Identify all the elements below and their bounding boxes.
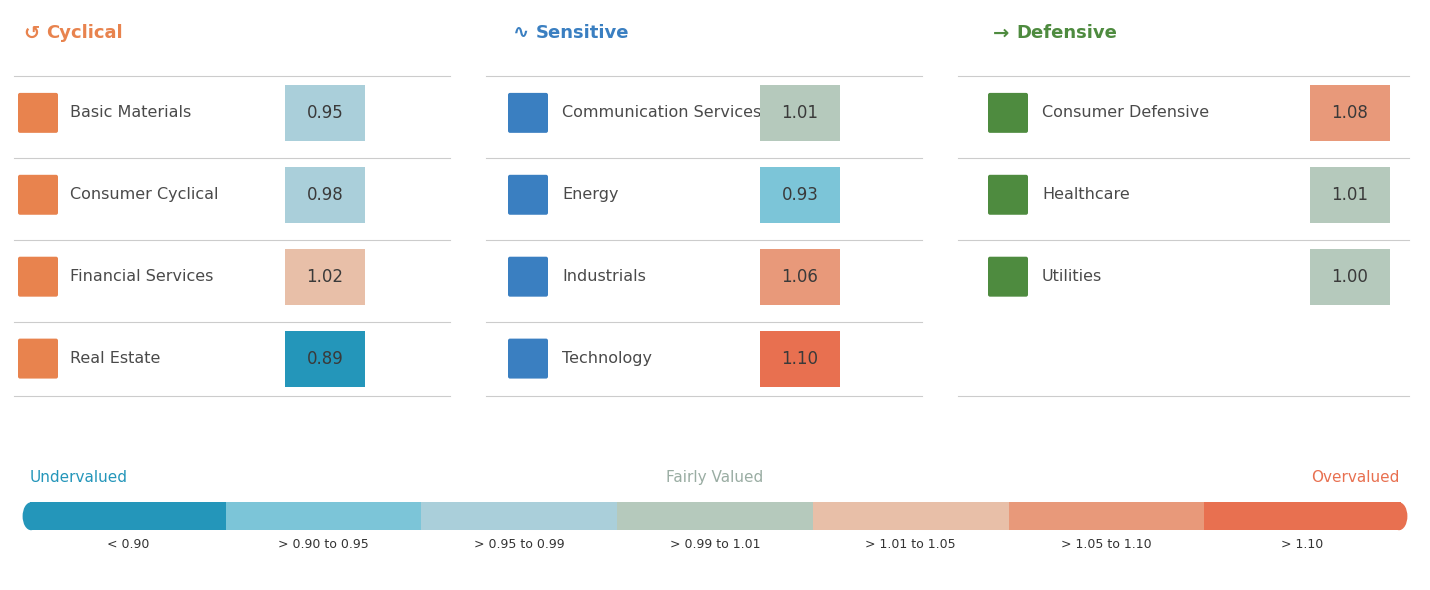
- Text: > 1.01 to 1.05: > 1.01 to 1.05: [865, 538, 957, 551]
- FancyBboxPatch shape: [988, 175, 1028, 215]
- Bar: [812, 502, 1010, 530]
- Text: Technology: Technology: [562, 351, 652, 366]
- Text: 0.89: 0.89: [306, 350, 343, 368]
- FancyBboxPatch shape: [508, 93, 548, 133]
- Bar: [422, 502, 618, 530]
- Text: Consumer Defensive: Consumer Defensive: [1042, 106, 1210, 120]
- Text: < 0.90: < 0.90: [107, 538, 149, 551]
- Text: Cyclical: Cyclical: [46, 24, 123, 42]
- Bar: [759, 167, 839, 223]
- Text: Financial Services: Financial Services: [70, 269, 213, 284]
- FancyBboxPatch shape: [988, 93, 1028, 133]
- Text: →: →: [992, 24, 1010, 42]
- FancyBboxPatch shape: [988, 257, 1028, 297]
- Text: Defensive: Defensive: [1015, 24, 1117, 42]
- Text: Utilities: Utilities: [1042, 269, 1103, 284]
- Text: Energy: Energy: [562, 187, 619, 202]
- FancyBboxPatch shape: [508, 175, 548, 215]
- Bar: [1310, 167, 1390, 223]
- Bar: [759, 249, 839, 304]
- Text: Basic Materials: Basic Materials: [70, 106, 192, 120]
- FancyBboxPatch shape: [19, 175, 59, 215]
- Bar: [1008, 502, 1205, 530]
- Bar: [226, 502, 422, 530]
- FancyBboxPatch shape: [508, 257, 548, 297]
- Bar: [30, 502, 226, 530]
- Text: Industrials: Industrials: [562, 269, 646, 284]
- Text: > 1.10: > 1.10: [1281, 538, 1323, 551]
- Text: Fairly Valued: Fairly Valued: [666, 470, 764, 486]
- Text: Sensitive: Sensitive: [536, 24, 629, 42]
- Text: Communication Services: Communication Services: [562, 106, 761, 120]
- Text: ∿: ∿: [513, 24, 529, 42]
- Text: 1.10: 1.10: [782, 350, 818, 368]
- Text: 1.00: 1.00: [1331, 268, 1369, 286]
- Text: Healthcare: Healthcare: [1042, 187, 1130, 202]
- FancyBboxPatch shape: [19, 257, 59, 297]
- Text: > 0.95 to 0.99: > 0.95 to 0.99: [473, 538, 565, 551]
- Bar: [1310, 85, 1390, 141]
- Bar: [1310, 249, 1390, 304]
- Bar: [759, 330, 839, 386]
- Bar: [285, 330, 365, 386]
- Text: > 0.90 to 0.95: > 0.90 to 0.95: [279, 538, 369, 551]
- Text: 1.01: 1.01: [1331, 186, 1369, 204]
- Text: 0.93: 0.93: [782, 186, 818, 204]
- Text: > 0.99 to 1.01: > 0.99 to 1.01: [669, 538, 761, 551]
- Text: 1.08: 1.08: [1331, 104, 1369, 122]
- Text: 1.01: 1.01: [782, 104, 818, 122]
- Text: Undervalued: Undervalued: [30, 470, 129, 486]
- Bar: [285, 85, 365, 141]
- Ellipse shape: [23, 502, 40, 530]
- Text: Overvalued: Overvalued: [1311, 470, 1400, 486]
- Bar: [285, 167, 365, 223]
- Text: 0.95: 0.95: [306, 104, 343, 122]
- Text: Real Estate: Real Estate: [70, 351, 160, 366]
- Bar: [618, 502, 814, 530]
- Text: > 1.05 to 1.10: > 1.05 to 1.10: [1061, 538, 1151, 551]
- Bar: [285, 249, 365, 304]
- Text: 0.98: 0.98: [306, 186, 343, 204]
- Text: Consumer Cyclical: Consumer Cyclical: [70, 187, 219, 202]
- Text: 1.06: 1.06: [782, 268, 818, 286]
- Bar: [759, 85, 839, 141]
- FancyBboxPatch shape: [508, 339, 548, 379]
- Text: 1.02: 1.02: [306, 268, 343, 286]
- FancyBboxPatch shape: [19, 339, 59, 379]
- FancyBboxPatch shape: [19, 93, 59, 133]
- Ellipse shape: [1390, 502, 1407, 530]
- Bar: [1204, 502, 1400, 530]
- Text: ↺: ↺: [23, 24, 40, 42]
